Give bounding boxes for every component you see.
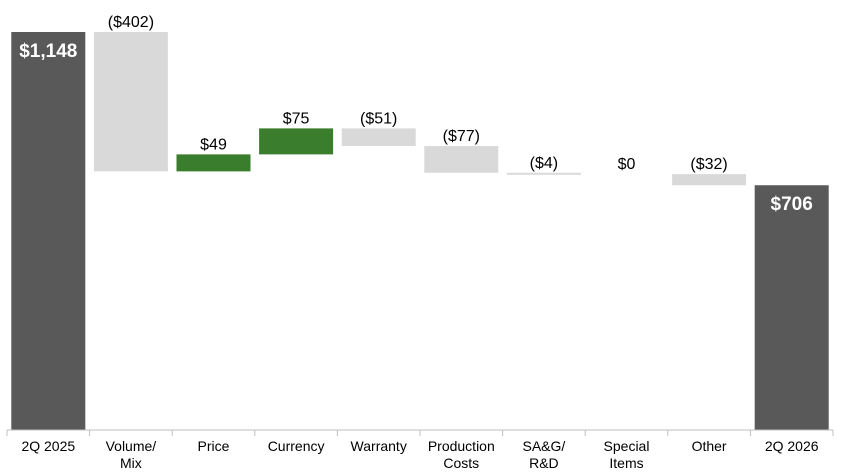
data-label-2q-2026: $706: [771, 194, 813, 215]
bar-2q-2025: [11, 32, 86, 430]
x-axis: [6, 429, 834, 436]
bar-currency: [259, 128, 334, 155]
tick-label-line: Volume/: [106, 438, 157, 454]
bar-volume-mix: [93, 32, 168, 172]
tick-label-2q-2026: 2Q 2026: [765, 438, 819, 454]
tick-label-line: Mix: [120, 455, 142, 471]
bar-price: [176, 154, 251, 172]
tick-label-price: Price: [198, 438, 230, 454]
data-label-currency: $75: [283, 110, 310, 127]
labels-layer: $1,148 2Q 2025 ($402) Volume/Mix $49 Price $75…: [19, 14, 819, 471]
data-label-volume-mix: ($402): [108, 14, 154, 31]
tick-label-line: Price: [198, 438, 230, 454]
bar-production-costs: [424, 146, 499, 173]
data-label-sa-g-r-d: ($4): [530, 155, 558, 172]
tick-label-special-items: Special Items: [604, 438, 650, 471]
data-label-production-costs: ($77): [443, 128, 480, 145]
data-label-special-items: $0: [618, 156, 636, 173]
bar-other: [672, 174, 747, 186]
tick-label-line: Items: [609, 455, 643, 471]
tick-label-sa-g-r-d: SA&G/R&D: [523, 438, 566, 471]
tick-label-line: Costs: [443, 455, 479, 471]
tick-label-line: Special: [604, 438, 650, 454]
data-label-warranty: ($51): [360, 110, 397, 127]
tick-label-line: 2Q 2025: [21, 438, 75, 454]
bar-sa-g-r-d: [506, 172, 581, 175]
bar-2q-2026: [754, 185, 829, 430]
tick-label-line: Currency: [268, 438, 325, 454]
bars-layer: [11, 32, 829, 430]
data-label-2q-2025: $1,148: [19, 41, 77, 62]
data-label-other: ($32): [690, 156, 727, 173]
tick-label-production-costs: Production Costs: [428, 438, 495, 471]
data-label-price: $49: [200, 136, 227, 153]
tick-label-line: Other: [692, 438, 727, 454]
tick-label-currency: Currency: [268, 438, 325, 454]
tick-label-line: SA&G/: [523, 438, 566, 454]
tick-label-line: Warranty: [351, 438, 407, 454]
tick-label-volume-mix: Volume/Mix: [106, 438, 157, 471]
tick-label-other: Other: [692, 438, 727, 454]
bar-warranty: [341, 128, 416, 147]
tick-label-line: Production: [428, 438, 495, 454]
tick-label-2q-2025: 2Q 2025: [21, 438, 75, 454]
tick-label-line: R&D: [529, 455, 559, 471]
tick-label-warranty: Warranty: [351, 438, 407, 454]
tick-label-line: 2Q 2026: [765, 438, 819, 454]
